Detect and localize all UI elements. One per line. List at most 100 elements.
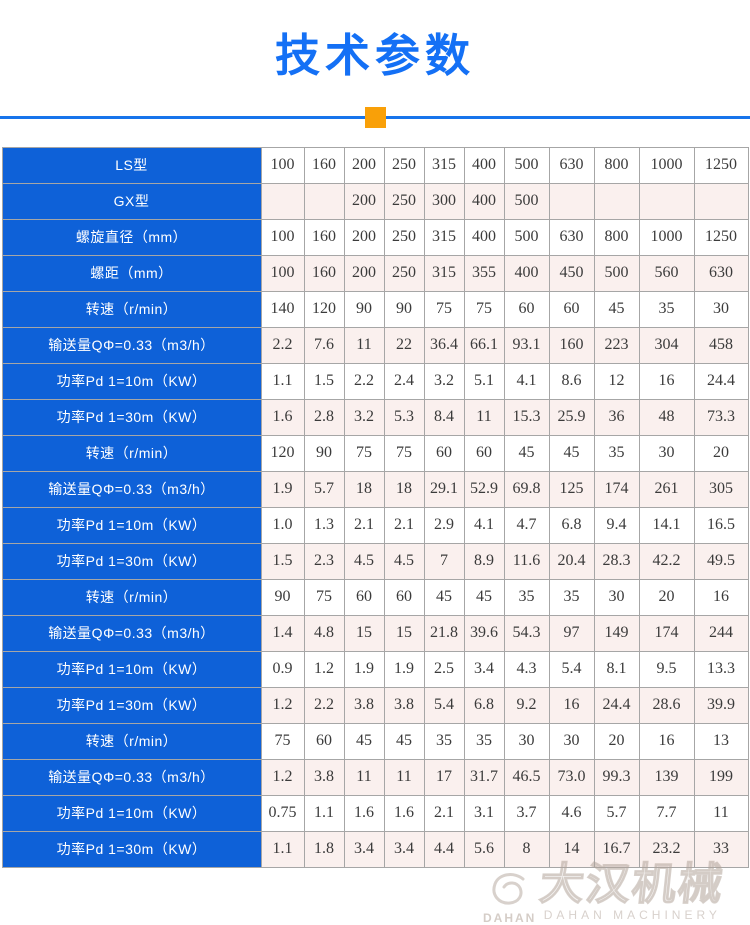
data-cell: 500 — [503, 146, 550, 184]
data-cell: 99.3 — [593, 758, 640, 796]
data-cell: 5.3 — [383, 398, 425, 436]
data-cell: 3.2 — [423, 362, 465, 400]
data-cell: 261 — [638, 470, 695, 508]
data-cell: 174 — [593, 470, 640, 508]
watermark-logo-block: DAHAN — [483, 871, 536, 925]
data-cell: 8.4 — [423, 398, 465, 436]
data-cell: 3.4 — [463, 650, 505, 688]
data-cell: 7.7 — [638, 794, 695, 832]
data-cell: 2.9 — [423, 506, 465, 544]
data-cell: 1.6 — [260, 398, 305, 436]
data-cell: 35 — [503, 578, 550, 616]
data-cell: 36.4 — [423, 326, 465, 364]
data-cell: 304 — [638, 326, 695, 364]
data-cell: 200 — [343, 182, 385, 220]
data-cell: 3.1 — [463, 794, 505, 832]
data-cell: 48 — [638, 398, 695, 436]
data-cell: 500 — [503, 218, 550, 256]
data-cell: 60 — [463, 434, 505, 472]
data-cell: 20 — [693, 434, 749, 472]
row-label: 转速（r/min） — [1, 290, 262, 328]
data-cell: 6.8 — [463, 686, 505, 724]
watermark-logo-label: DAHAN — [483, 911, 537, 925]
data-cell: 4.5 — [343, 542, 385, 580]
data-cell: 400 — [463, 218, 505, 256]
data-cell: 160 — [303, 254, 345, 292]
data-cell: 4.7 — [503, 506, 550, 544]
data-cell: 11.6 — [503, 542, 550, 580]
data-cell: 1000 — [638, 218, 695, 256]
data-cell: 45 — [463, 578, 505, 616]
data-cell: 400 — [463, 146, 505, 184]
data-cell: 250 — [383, 146, 425, 184]
data-cell: 3.8 — [303, 758, 345, 796]
data-cell: 125 — [548, 470, 595, 508]
data-cell: 1.8 — [303, 830, 345, 868]
data-cell: 1.5 — [303, 362, 345, 400]
data-cell: 630 — [548, 146, 595, 184]
data-cell: 35 — [593, 434, 640, 472]
data-cell: 1.0 — [260, 506, 305, 544]
data-cell: 100 — [260, 218, 305, 256]
data-cell: 20 — [638, 578, 695, 616]
data-cell — [638, 182, 695, 220]
data-cell: 2.5 — [423, 650, 465, 688]
watermark-text-block: 大汉机械 DAHAN MACHINERY — [537, 859, 727, 922]
data-cell: 30 — [593, 578, 640, 616]
data-cell: 2.2 — [303, 686, 345, 724]
data-cell: 25.9 — [548, 398, 595, 436]
data-cell: 2.1 — [343, 506, 385, 544]
data-cell: 15.3 — [503, 398, 550, 436]
data-cell: 60 — [343, 578, 385, 616]
data-cell: 73.0 — [548, 758, 595, 796]
data-cell: 1.1 — [303, 794, 345, 832]
data-cell: 60 — [423, 434, 465, 472]
data-cell: 93.1 — [503, 326, 550, 364]
data-cell: 97 — [548, 614, 595, 652]
watermark-logo-icon — [492, 873, 525, 905]
data-cell: 21.8 — [423, 614, 465, 652]
data-cell: 18 — [383, 470, 425, 508]
row-label: 功率Pd 1=30m（KW） — [1, 830, 262, 868]
data-cell: 2.3 — [303, 542, 345, 580]
data-cell: 160 — [303, 218, 345, 256]
data-cell: 35 — [463, 722, 505, 760]
row-label: 输送量QΦ=0.33（m3/h） — [1, 326, 262, 364]
data-cell: 120 — [303, 290, 345, 328]
divider-accent-square — [365, 106, 386, 128]
data-cell: 160 — [548, 326, 595, 364]
data-cell: 1.9 — [383, 650, 425, 688]
data-cell: 139 — [638, 758, 695, 796]
data-cell: 630 — [548, 218, 595, 256]
data-cell: 49.5 — [693, 542, 749, 580]
data-cell: 1.9 — [343, 650, 385, 688]
data-cell: 45 — [503, 434, 550, 472]
table-row: 功率Pd 1=10m（KW） 0.9 1.2 1.9 1.9 2.5 3.4 4.3 5.4 8.… — [1, 650, 749, 688]
data-cell: 45 — [593, 290, 640, 328]
data-cell: 1.2 — [260, 758, 305, 796]
data-cell: 199 — [693, 758, 749, 796]
data-cell: 6.8 — [548, 506, 595, 544]
data-cell: 13 — [693, 722, 749, 760]
data-cell: 2.2 — [343, 362, 385, 400]
data-cell: 5.4 — [423, 686, 465, 724]
table-row: 螺距（mm） 100 160 200 250 315 355 400 450 500 560 630 — [1, 254, 749, 292]
data-cell: 160 — [303, 146, 345, 184]
watermark-cn-text: 大汉机械 — [537, 859, 727, 909]
params-table-body: LS型 100 160 200 250 315 400 500 630 800 1000 1250 GX… — [1, 146, 749, 868]
data-cell: 90 — [260, 578, 305, 616]
data-cell: 120 — [260, 434, 305, 472]
data-cell: 250 — [383, 254, 425, 292]
table-row: 功率Pd 1=10m（KW） 0.75 1.1 1.6 1.6 2.1 3.1 3.7 4.6 5… — [1, 794, 749, 832]
data-cell: 149 — [593, 614, 640, 652]
data-cell — [548, 182, 595, 220]
table-row: GX型 200 250 300 400 500 — [1, 182, 749, 220]
data-cell: 174 — [638, 614, 695, 652]
data-cell: 9.5 — [638, 650, 695, 688]
data-cell: 4.5 — [383, 542, 425, 580]
data-cell: 315 — [423, 254, 465, 292]
data-cell: 450 — [548, 254, 595, 292]
data-cell: 60 — [303, 722, 345, 760]
data-cell: 22 — [383, 326, 425, 364]
data-cell: 11 — [463, 398, 505, 436]
